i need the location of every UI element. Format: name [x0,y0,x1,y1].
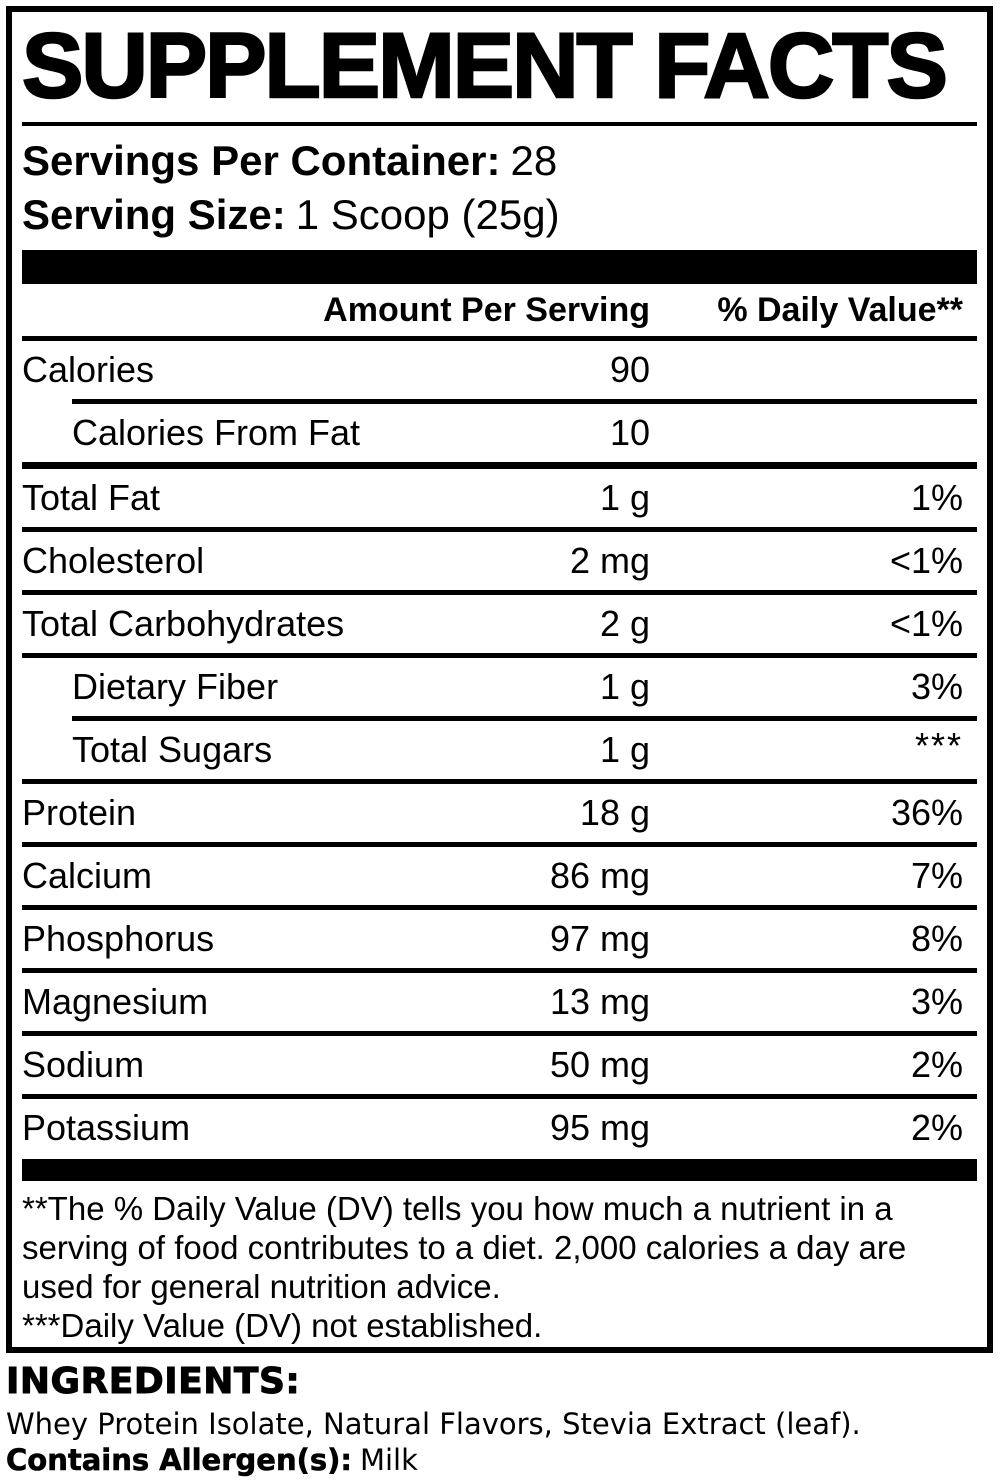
serving-size-line: Serving Size: 1 Scoop (25g) [22,192,977,238]
row-divider [22,968,977,973]
row-potassium: Potassium 95 mg 2% [22,1099,977,1157]
row-divider [72,399,977,404]
row-cholesterol: Cholesterol 2 mg <1% [22,532,977,590]
nutrient-amount: 95 mg [549,1107,650,1148]
row-divider [22,1094,977,1099]
allergen-label: Contains Allergen(s): [6,1443,353,1478]
nutrient-dv: <1% [889,540,963,581]
panel-title: SUPPLEMENT FACTS [21,15,949,117]
nutrient-name: Protein [22,792,137,833]
nutrient-name: Magnesium [22,981,209,1022]
row-dietary-fiber: Dietary Fiber 1 g 3% [22,658,977,716]
servings-per-container-label: Servings Per Container: [22,137,501,184]
amount-per-serving-header: Amount Per Serving [323,290,650,329]
nutrient-amount: 1 g [599,729,650,770]
nutrient-dv: *** [914,725,963,766]
ingredients-section: INGREDIENTS: Whey Protein Isolate, Natur… [6,1361,1000,1478]
ingredients-heading: INGREDIENTS: [6,1361,301,1402]
nutrient-dv: 2% [910,1107,963,1148]
nutrient-amount: 2 g [599,603,650,644]
nutrient-dv: 7% [910,855,963,896]
allergen-value: Milk [359,1443,418,1477]
nutrient-dv: 1% [910,477,963,518]
nutrient-name: Calories From Fat [72,412,361,453]
row-divider [22,1031,977,1036]
not-established-footnote: ***Daily Value (DV) not established. [22,1307,543,1344]
row-magnesium: Magnesium 13 mg 3% [22,973,977,1031]
allergen-line: Contains Allergen(s): Milk [6,1443,1000,1478]
nutrient-amount: 10 [609,412,650,453]
nutrient-name: Dietary Fiber [72,666,279,707]
nutrient-amount: 13 mg [549,981,650,1022]
nutrient-dv: 3% [910,666,963,707]
nutrient-dv: 2% [910,1044,963,1085]
nutrient-dv: <1% [889,603,963,644]
row-divider [22,905,977,910]
row-divider [22,336,977,341]
nutrient-dv: 36% [890,792,963,833]
servings-per-container-line: Servings Per Container: 28 [22,138,977,184]
row-total-fat: Total Fat 1 g 1% [22,469,977,527]
nutrient-amount: 50 mg [549,1044,650,1085]
table-header-row: Amount Per Serving % Daily Value** [22,284,977,336]
row-divider [22,842,977,847]
nutrient-name: Total Sugars [72,729,273,770]
daily-value-footnote: **The % Daily Value (DV) tells you how m… [22,1190,907,1305]
serving-size-label: Serving Size: [22,191,286,238]
nutrient-amount: 86 mg [549,855,650,896]
row-total-sugars: Total Sugars 1 g *** [22,721,977,779]
ingredients-list: Whey Protein Isolate, Natural Flavors, S… [6,1407,861,1441]
nutrient-amount: 90 [609,349,650,390]
row-divider [72,716,977,721]
nutrient-amount: 1 g [599,477,650,518]
nutrient-amount: 2 mg [569,540,650,581]
serving-size-value: 1 Scoop (25g) [295,191,560,238]
row-calories-from-fat: Calories From Fat 10 [22,404,977,462]
row-calories: Calories 90 [22,341,977,399]
row-divider [22,779,977,784]
nutrient-name: Cholesterol [22,540,205,581]
row-divider [22,462,977,469]
row-phosphorus: Phosphorus 97 mg 8% [22,910,977,968]
nutrient-amount: 97 mg [549,918,650,959]
nutrient-name: Potassium [22,1107,191,1148]
servings-per-container-value: 28 [510,137,558,184]
nutrient-name: Calories [22,349,155,390]
nutrient-amount: 18 g [579,792,650,833]
daily-value-header: % Daily Value** [717,290,963,329]
nutrient-name: Phosphorus [22,918,215,959]
row-divider [22,653,977,658]
supplement-facts-panel: SUPPLEMENT FACTS Servings Per Container:… [6,6,993,1353]
nutrient-name: Total Carbohydrates [22,603,345,644]
title-divider [22,122,977,126]
nutrient-name: Sodium [22,1044,145,1085]
row-calcium: Calcium 86 mg 7% [22,847,977,905]
row-total-carbohydrates: Total Carbohydrates 2 g <1% [22,595,977,653]
nutrient-amount: 1 g [599,666,650,707]
section-bar-bottom [22,1159,977,1181]
nutrient-dv: 3% [910,981,963,1022]
nutrient-name: Calcium [22,855,153,896]
row-sodium: Sodium 50 mg 2% [22,1036,977,1094]
section-bar-top [22,250,977,284]
row-protein: Protein 18 g 36% [22,784,977,842]
footnotes: **The % Daily Value (DV) tells you how m… [22,1189,977,1345]
row-divider [22,590,977,595]
row-divider [22,527,977,532]
nutrient-name: Total Fat [22,477,161,518]
nutrient-dv: 8% [910,918,963,959]
